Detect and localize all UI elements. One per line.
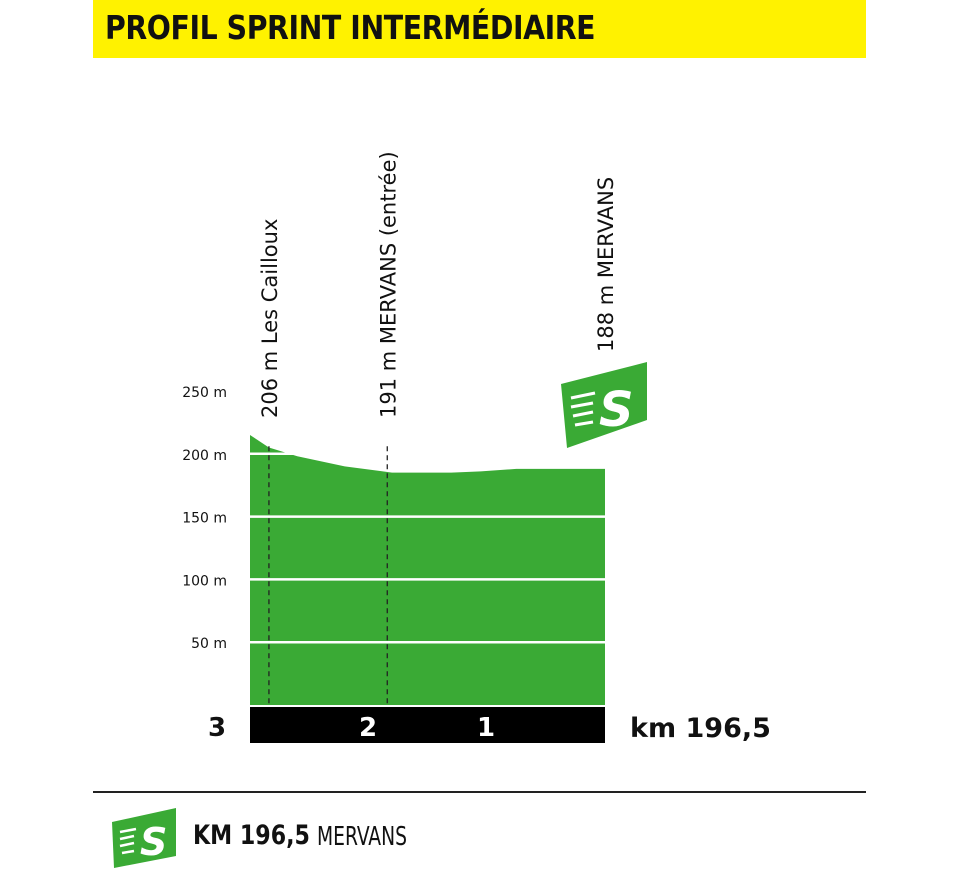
y-tick-label: 150 m [182, 511, 227, 527]
footer-km: KM 196,5 [193, 820, 310, 851]
sprint-s-icon: S [561, 362, 647, 448]
x-tick-label: 2 [359, 713, 377, 743]
profile-area [250, 435, 605, 705]
y-tick-label: 250 m [182, 385, 227, 401]
x-tick-label: 3 [208, 713, 226, 743]
footer-divider [93, 791, 866, 793]
title-banner: PROFIL SPRINT INTERMÉDIAIRE [93, 0, 866, 58]
annotation-label: 206 m Les Cailloux [258, 219, 282, 418]
elevation-profile-chart: 250 m 200 m 150 m 100 m 50 m 206 m Les Caillo… [182, 151, 771, 744]
x-tick-label: 1 [477, 713, 495, 743]
page-title: PROFIL SPRINT INTERMÉDIAIRE [105, 8, 596, 47]
finish-km-label: km 196,5 [630, 713, 771, 744]
footer-place: MERVANS [317, 822, 407, 852]
annotation-label: 188 m MERVANS [594, 177, 618, 352]
svg-text:S: S [140, 820, 167, 864]
sprint-s-icon: S [112, 808, 176, 868]
annotation-label: 191 m MERVANS (entrée) [376, 151, 400, 418]
svg-text:S: S [599, 382, 634, 438]
y-tick-label: 100 m [182, 573, 227, 589]
y-tick-label: 50 m [191, 636, 227, 652]
y-tick-label: 200 m [182, 448, 227, 464]
km-bar [250, 707, 605, 743]
